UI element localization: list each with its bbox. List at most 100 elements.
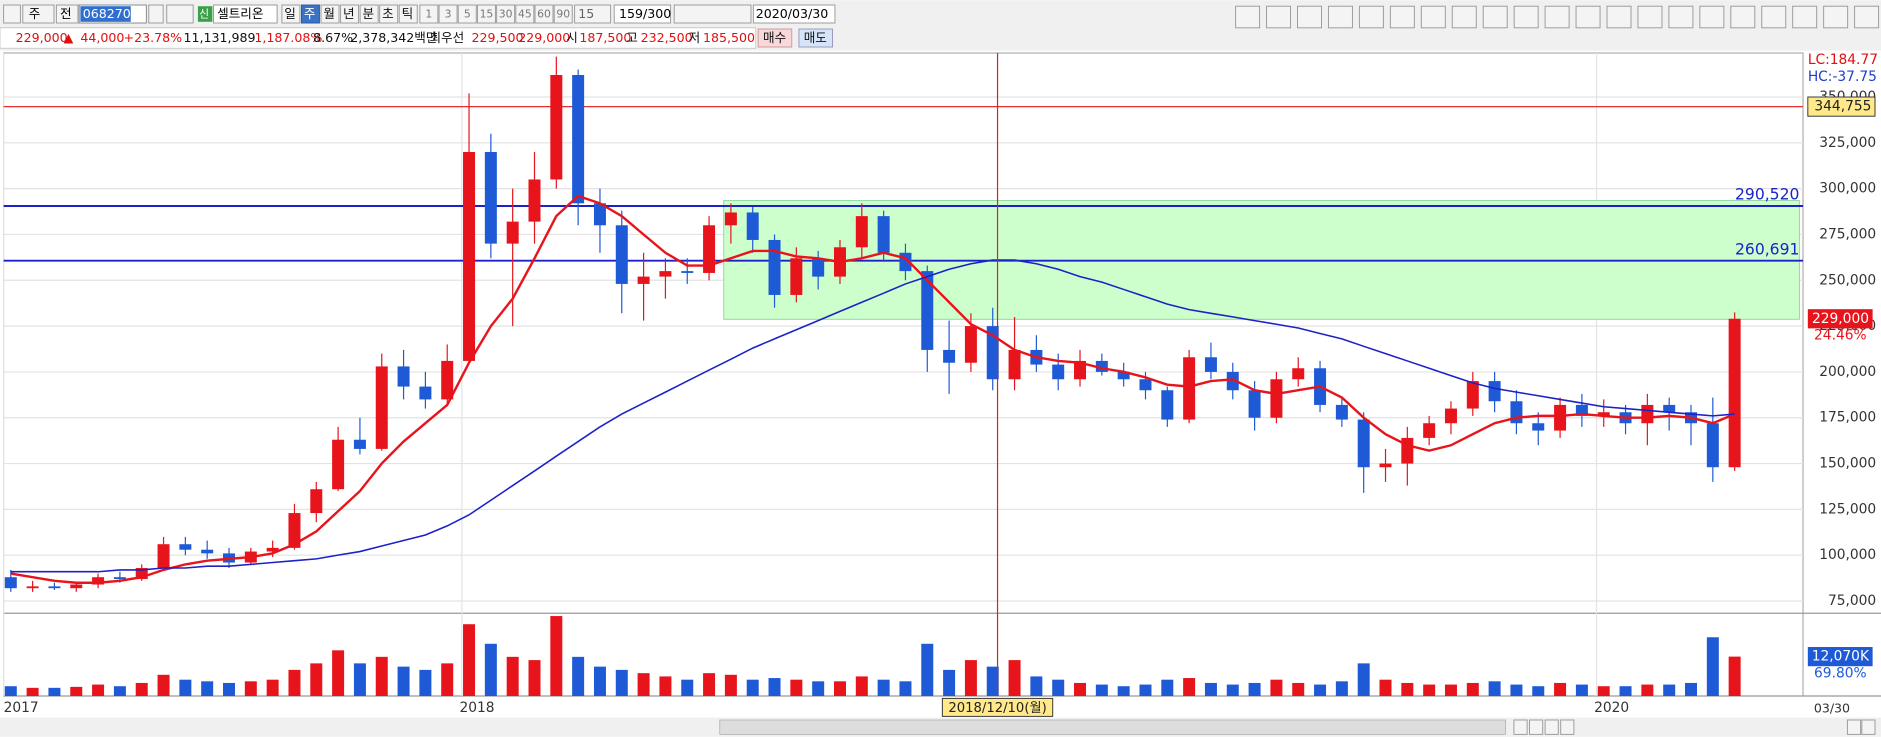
volume-bar — [921, 643, 934, 696]
buy-label: 매수 — [763, 30, 786, 45]
change: 44,000 — [80, 30, 124, 45]
candle-body — [1641, 404, 1654, 424]
candle-body — [1423, 423, 1436, 438]
period-button[interactable] — [340, 4, 360, 24]
volume-bar — [1466, 682, 1479, 696]
drawing-tool[interactable] — [1297, 5, 1322, 29]
interval-button[interactable] — [553, 4, 573, 24]
period-button[interactable] — [398, 4, 418, 24]
interval-label: 45 — [518, 8, 532, 21]
scroll-button[interactable] — [1846, 719, 1862, 735]
volume-bar — [375, 656, 388, 696]
drawing-tool[interactable] — [1358, 5, 1384, 29]
drawing-tool[interactable] — [1544, 5, 1570, 29]
volume-bar — [1488, 681, 1501, 696]
search-button[interactable] — [148, 4, 164, 24]
candle-body — [593, 203, 606, 226]
drawing-tool[interactable] — [1327, 5, 1353, 29]
candle-body — [375, 366, 388, 449]
candle-body — [1270, 379, 1283, 418]
count-box[interactable] — [613, 4, 672, 24]
interval-label: 3 — [445, 8, 452, 21]
candle-body — [397, 366, 410, 387]
drawing-tool[interactable] — [1854, 5, 1880, 29]
drawing-tool[interactable] — [1761, 5, 1787, 29]
tool-buttons[interactable] — [673, 4, 752, 24]
candle-body — [48, 586, 61, 589]
market-select[interactable] — [22, 4, 55, 24]
buy-button[interactable] — [757, 28, 793, 48]
drawing-tool[interactable] — [1266, 5, 1292, 29]
drawing-tool[interactable] — [1606, 5, 1632, 29]
drawing-tool[interactable] — [1823, 5, 1849, 29]
best-label: 최우선 — [429, 30, 464, 45]
candle-body — [550, 74, 563, 180]
candle-body — [528, 179, 541, 222]
interval-label: 60 — [537, 8, 551, 21]
interval-button[interactable] — [534, 4, 554, 24]
drawing-tool[interactable] — [1699, 5, 1725, 29]
volume-bar — [572, 656, 585, 696]
mode-select[interactable] — [55, 4, 79, 24]
drawing-tool[interactable] — [1637, 5, 1663, 29]
candle-body — [1052, 364, 1065, 380]
volume-ratio: 69.80% — [1814, 665, 1867, 681]
drawing-tool[interactable] — [1792, 5, 1818, 29]
volume-bar — [1248, 682, 1261, 696]
volume-bar — [310, 663, 323, 696]
prev-next-button[interactable] — [166, 4, 194, 24]
scroll-button[interactable] — [1560, 719, 1575, 735]
candle-body — [26, 586, 39, 589]
interval-button[interactable] — [419, 4, 439, 24]
y-tick-label: 200,000 — [1819, 364, 1876, 380]
sell-button[interactable] — [798, 28, 834, 48]
volume-bar — [1357, 663, 1370, 696]
drawing-tool[interactable] — [1451, 5, 1477, 29]
drawing-tool[interactable] — [1513, 5, 1539, 29]
volume-bar — [964, 660, 977, 696]
period-label: 초 — [382, 6, 394, 21]
volume-bar — [70, 686, 83, 696]
period-button[interactable] — [281, 4, 301, 24]
drawing-tool[interactable] — [1668, 5, 1694, 29]
drawing-tool[interactable] — [1575, 5, 1601, 29]
scroll-thumb[interactable] — [719, 719, 1506, 735]
candle-body — [1292, 368, 1305, 380]
interval-button[interactable] — [476, 4, 496, 24]
menu-button[interactable] — [3, 4, 21, 24]
period-button[interactable] — [379, 4, 399, 24]
candle-body — [768, 239, 781, 295]
interval-button[interactable] — [457, 4, 477, 24]
drawing-tool[interactable] — [1730, 5, 1756, 29]
moving-average — [10, 194, 1736, 584]
period-button[interactable] — [359, 4, 379, 24]
scroll-button[interactable] — [1513, 719, 1528, 735]
interval-value: 15 — [578, 6, 594, 21]
scroll-button[interactable] — [1861, 719, 1876, 735]
interval-button[interactable] — [496, 4, 516, 24]
bid: 229,000 — [518, 30, 570, 45]
code-highlight — [80, 6, 131, 22]
volume-bar — [1685, 682, 1698, 696]
interval-select[interactable] — [574, 4, 612, 24]
drawing-tool[interactable] — [1235, 5, 1261, 29]
scroll-button[interactable] — [1544, 719, 1559, 735]
drawing-tool[interactable] — [1420, 5, 1446, 29]
ask: 229,500 — [471, 30, 523, 45]
volume-bar — [1532, 686, 1545, 696]
drawing-tool[interactable] — [1389, 5, 1415, 29]
level-label: 260,691 — [1735, 240, 1799, 258]
period-button[interactable] — [320, 4, 340, 24]
interval-button[interactable] — [438, 4, 458, 24]
volume-bar — [1139, 684, 1152, 696]
period-button[interactable] — [300, 4, 320, 24]
sell-label: 매도 — [804, 30, 827, 45]
drawing-tool[interactable] — [1482, 5, 1508, 29]
volume-last-box — [1807, 647, 1873, 667]
scroll-button[interactable] — [1529, 719, 1544, 735]
volume-bar — [550, 616, 563, 696]
interval-button[interactable] — [515, 4, 535, 24]
date-box[interactable] — [752, 4, 836, 24]
candle-body — [441, 360, 454, 400]
volume-bar — [1030, 676, 1043, 696]
